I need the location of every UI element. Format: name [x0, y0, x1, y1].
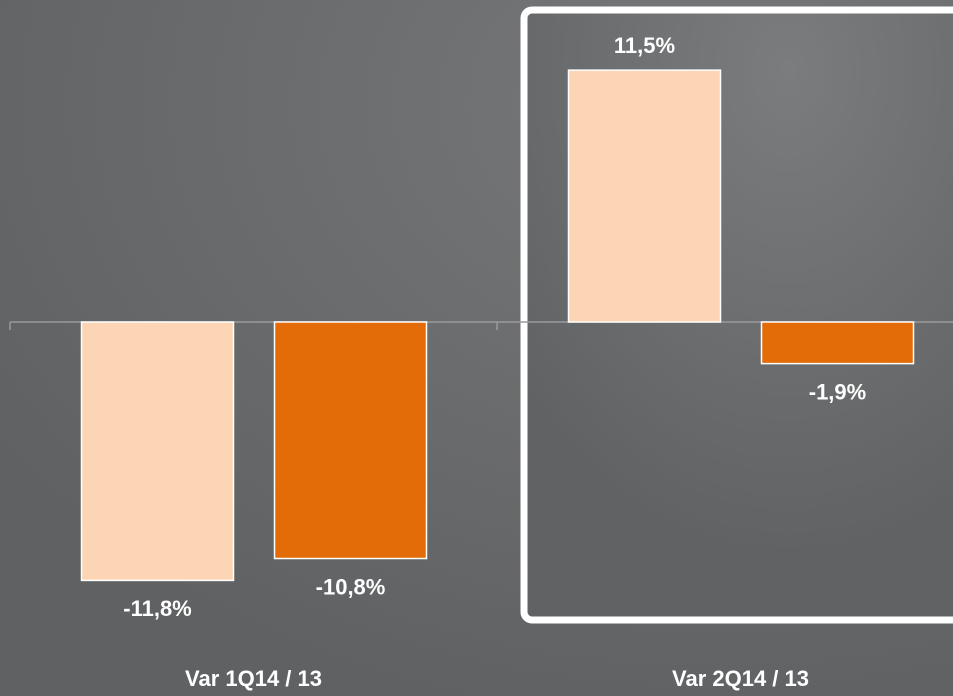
bar [760, 321, 915, 365]
data-label: -11,8% [123, 596, 192, 621]
bar [273, 321, 428, 560]
bar [567, 69, 722, 323]
data-label: 11,5% [614, 33, 675, 58]
bar [80, 321, 235, 582]
data-label: -10,8% [316, 574, 386, 599]
x-tick-label: Var 1Q14 / 13 [185, 666, 322, 691]
x-tick-label: Var 2Q14 / 13 [672, 666, 809, 691]
data-label: -1,9% [809, 379, 866, 404]
